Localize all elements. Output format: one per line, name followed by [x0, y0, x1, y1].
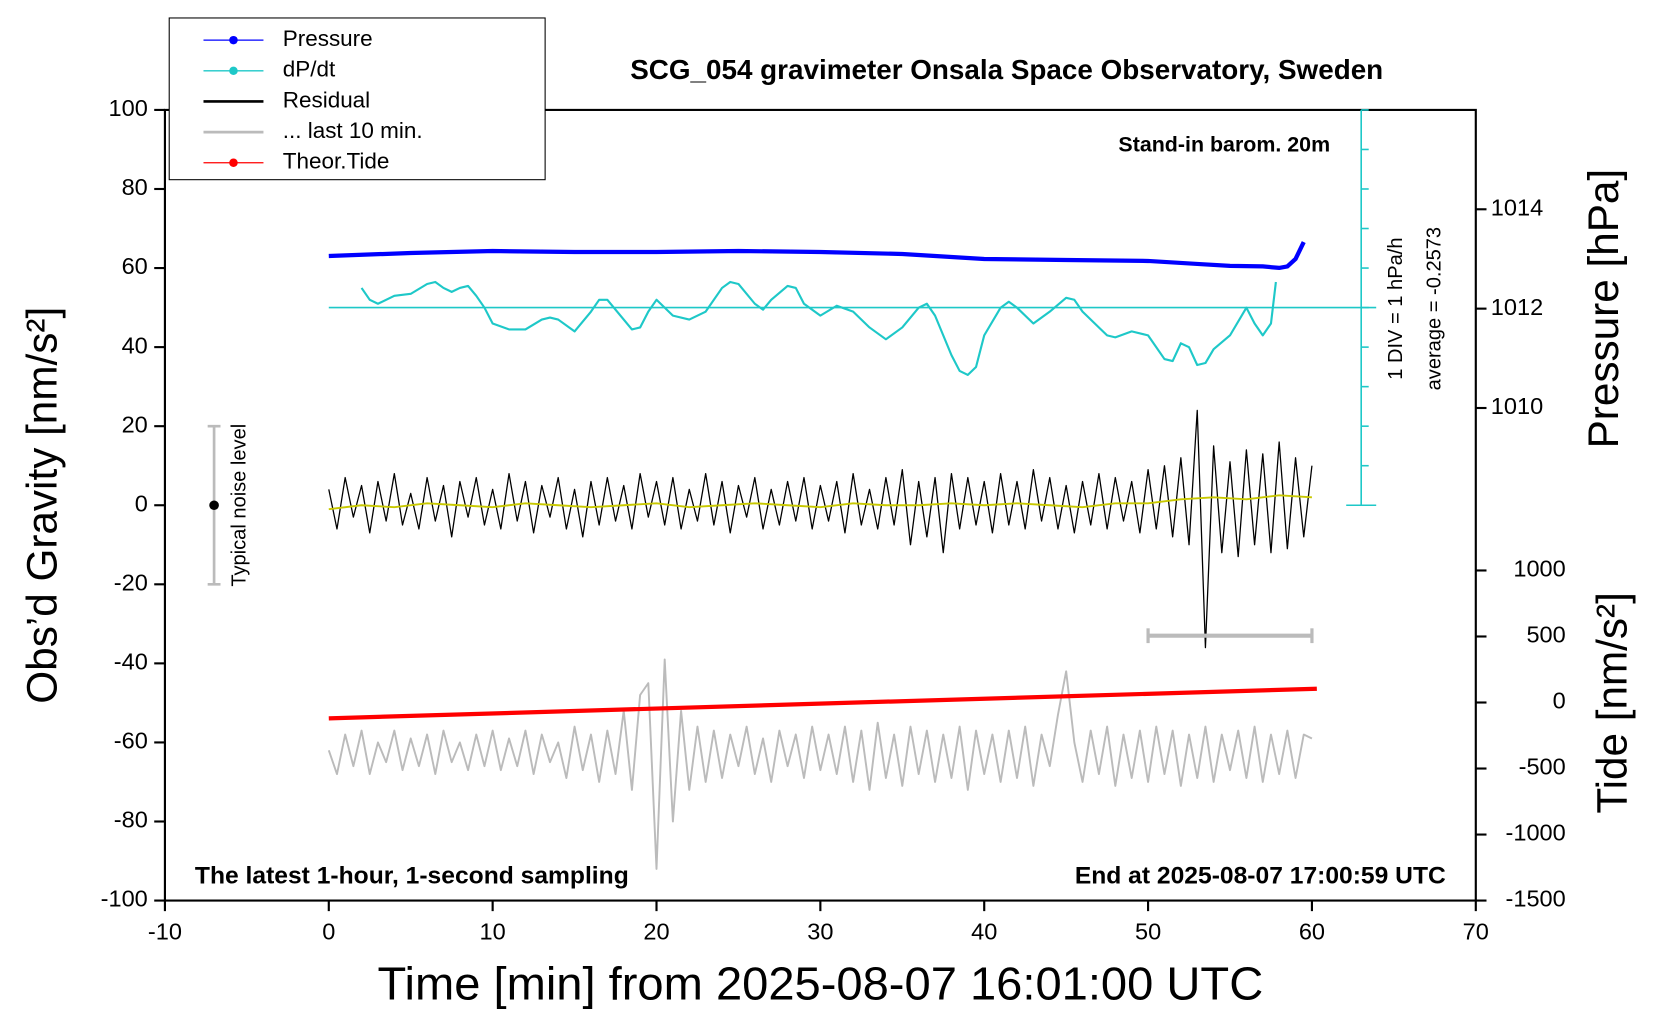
y-tick-label: -80 — [114, 807, 148, 833]
footer-right: End at 2025-08-07 17:00:59 UTC — [1075, 863, 1446, 890]
x-tick-label: 40 — [971, 919, 997, 945]
y-tick-label: 40 — [122, 332, 148, 358]
legend-label: Residual — [283, 87, 370, 112]
tide-tick-label: 1000 — [1513, 556, 1565, 582]
x-tick-label: 70 — [1463, 919, 1489, 945]
tide-tick-label: -500 — [1519, 754, 1566, 780]
series-line — [328, 241, 1306, 271]
y-tick-label: 20 — [122, 411, 148, 437]
y-tick-label: -20 — [114, 570, 148, 596]
legend-marker — [229, 66, 238, 76]
pressure-tick-label: 1012 — [1491, 294, 1543, 320]
y-tick-label: -40 — [114, 649, 148, 675]
x-tick-label: 60 — [1299, 919, 1325, 945]
series-line — [360, 280, 1277, 376]
series-line — [328, 494, 1312, 511]
legend-label: Theor.Tide — [283, 149, 390, 174]
legend: Pressure dP/dt Residual ... last 10 min. The… — [168, 17, 546, 181]
y-tick-label: 80 — [122, 174, 148, 200]
x-tick-label: -10 — [148, 919, 182, 945]
x-tick-label: 10 — [480, 919, 506, 945]
chart-title: SCG_054 gravimeter Onsala Space Observat… — [630, 54, 1383, 85]
tide-tick-label: 0 — [1553, 688, 1566, 714]
div-label: 1 DIV = 1 hPa/h — [1385, 238, 1407, 380]
y-tick-label: 60 — [122, 253, 148, 279]
x-axis-title: Time [min] from 2025-08-07 16:01:00 UTC — [377, 958, 1263, 1010]
tide-axis-title: Tide [nm/s²] — [1588, 592, 1636, 814]
tide-tick-label: -1500 — [1506, 886, 1566, 912]
pressure-tick-label: 1014 — [1491, 195, 1543, 221]
average-label: average = -0.2573 — [1423, 227, 1445, 390]
barometer-note: Stand-in barom. 20m — [1118, 133, 1330, 157]
noise-label: Typical noise level — [228, 424, 250, 587]
footer-left: The latest 1-hour, 1-second sampling — [195, 863, 629, 890]
x-tick-label: 50 — [1135, 919, 1161, 945]
y-axis-title: Obs’d Gravity [nm/s²] — [18, 307, 66, 704]
tide-tick-label: -1000 — [1506, 820, 1566, 846]
y-tick-label: 0 — [135, 491, 148, 517]
pressure-tick-label: 1010 — [1491, 393, 1543, 419]
legend-label: ... last 10 min. — [283, 118, 423, 143]
tide-tick-label: 500 — [1526, 622, 1565, 648]
y-tick-label: 100 — [109, 95, 148, 121]
legend-label: Pressure — [283, 26, 373, 51]
series-line — [327, 658, 1313, 870]
pressure-axis-title: Pressure [hPa] — [1580, 169, 1628, 449]
x-tick-label: 0 — [322, 919, 335, 945]
legend-label: dP/dt — [283, 57, 336, 82]
legend-box — [168, 17, 546, 181]
legend-marker — [229, 158, 238, 168]
y-tick-label: -60 — [114, 728, 148, 754]
x-tick-label: 30 — [807, 919, 833, 945]
y-tick-label: -100 — [101, 886, 148, 912]
x-tick-label: 20 — [643, 919, 669, 945]
series-line — [328, 686, 1317, 721]
legend-marker — [229, 35, 238, 45]
series-line — [328, 409, 1313, 649]
noise-center — [209, 500, 219, 510]
